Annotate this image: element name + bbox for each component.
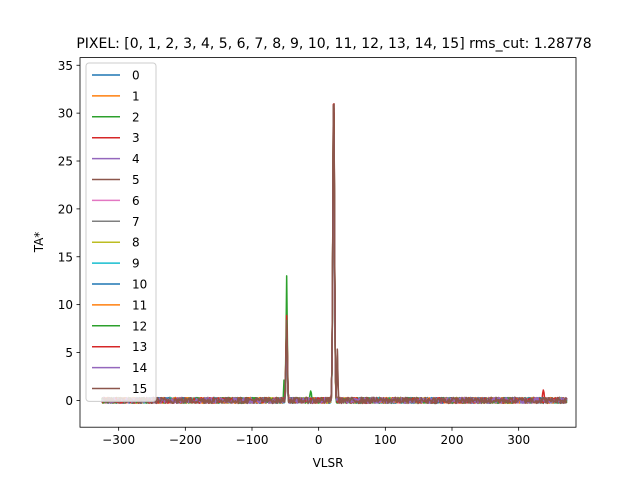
y-tick-label: 10 [58,298,73,312]
x-tick-label: −200 [169,433,202,447]
plot-frame [79,57,577,428]
legend-label-4: 4 [132,152,140,166]
legend-label-9: 9 [132,257,140,271]
y-tick-label: 15 [58,250,73,264]
legend-label-13: 13 [132,340,147,354]
legend-label-15: 15 [132,382,147,396]
legend-label-12: 12 [132,319,147,333]
x-tick-label: 300 [507,433,530,447]
x-tick-label: −300 [102,433,135,447]
series-layer [101,103,568,405]
legend-label-8: 8 [132,236,140,250]
y-tick-label: 30 [58,107,73,121]
series-line-15 [101,105,568,405]
y-axis-label: TA* [32,232,46,254]
y-tick-label: 20 [58,202,73,216]
legend-label-6: 6 [132,194,140,208]
x-axis-label: VLSR [313,456,344,470]
x-axis-ticks: −300 −200 −100 0 100 200 300 [102,427,530,447]
legend-label-14: 14 [132,361,147,375]
x-tick-label: 100 [374,433,397,447]
x-tick-label: 0 [315,433,323,447]
legend-label-1: 1 [132,89,140,103]
legend-label-7: 7 [132,215,140,229]
legend-label-0: 0 [132,69,140,83]
legend-box [85,62,157,402]
legend-label-3: 3 [132,131,140,145]
legend-label-2: 2 [132,110,140,124]
x-tick-label: 200 [441,433,464,447]
y-tick-label: 0 [65,394,73,408]
legend-label-11: 11 [132,298,147,312]
x-tick-label: −100 [236,433,269,447]
legend-label-10: 10 [132,278,147,292]
legend-label-5: 5 [132,173,140,187]
y-axis-ticks: 0 5 10 15 20 25 30 35 [58,59,80,408]
y-tick-label: 25 [58,155,73,169]
y-tick-label: 5 [65,346,73,360]
y-tick-label: 35 [58,59,73,73]
chart-title: PIXEL: [0, 1, 2, 3, 4, 5, 6, 7, 8, 9, 10… [76,36,591,52]
